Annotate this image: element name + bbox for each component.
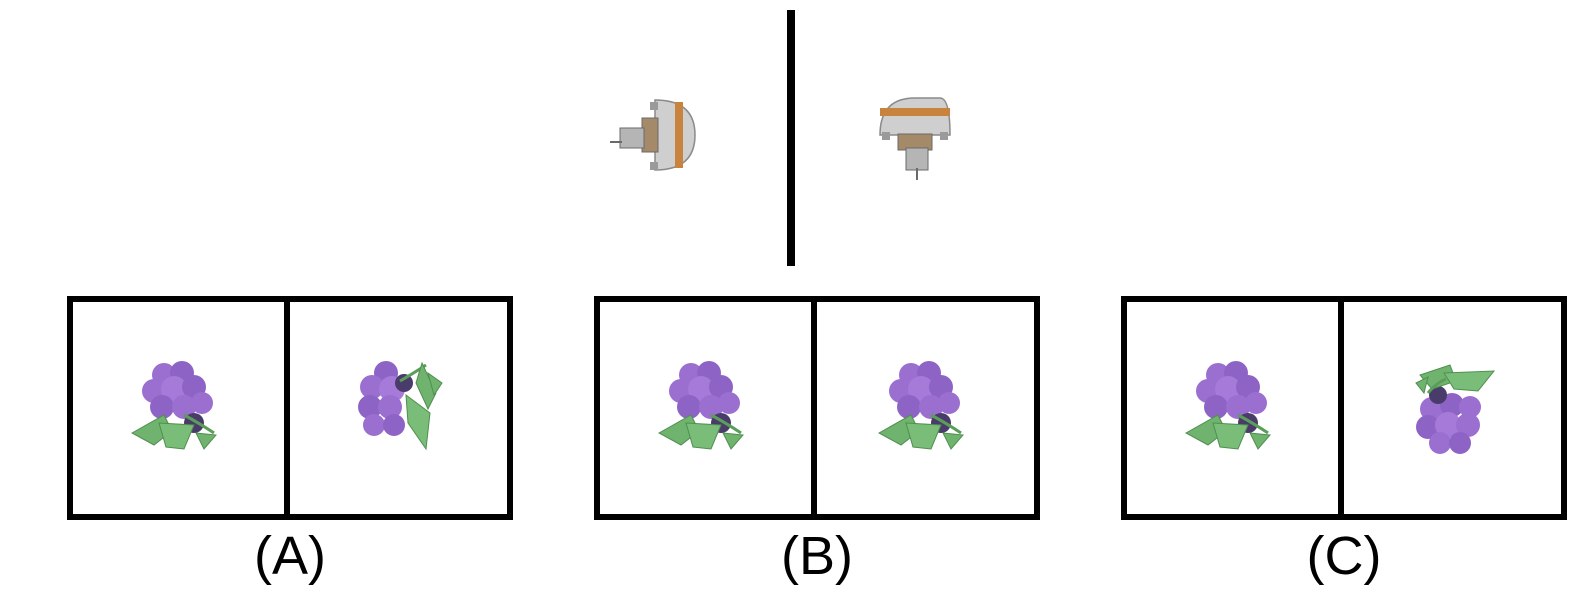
option-b-right-cell: [817, 302, 1034, 514]
grape-cluster-rotated-icon: [357, 361, 443, 451]
grape-cluster-icon: [657, 361, 744, 450]
turret-icon: [610, 99, 696, 171]
option-c-box[interactable]: [1121, 296, 1567, 520]
grape-cluster-icon: [1184, 361, 1271, 450]
turret-icon: [879, 97, 951, 180]
option-b-box[interactable]: [594, 296, 1040, 520]
option-b-left-cell: [600, 302, 817, 514]
option-a-box[interactable]: [67, 296, 513, 520]
option-a-left-cell: [73, 302, 290, 514]
reference-object-left: [600, 90, 720, 200]
reference-object-right: [870, 90, 990, 200]
option-b-label: (B): [781, 526, 853, 586]
option-a-label: (A): [254, 526, 326, 586]
option-c-left-cell: [1127, 302, 1344, 514]
option-c-right-cell: [1344, 302, 1561, 514]
grape-cluster-flipped-icon: [1414, 364, 1495, 454]
option-a-right-cell: [290, 302, 507, 514]
reference-divider: [787, 10, 795, 266]
option-c-label: (C): [1306, 526, 1382, 586]
grape-cluster-icon: [877, 361, 964, 450]
grape-cluster-icon: [130, 361, 217, 450]
